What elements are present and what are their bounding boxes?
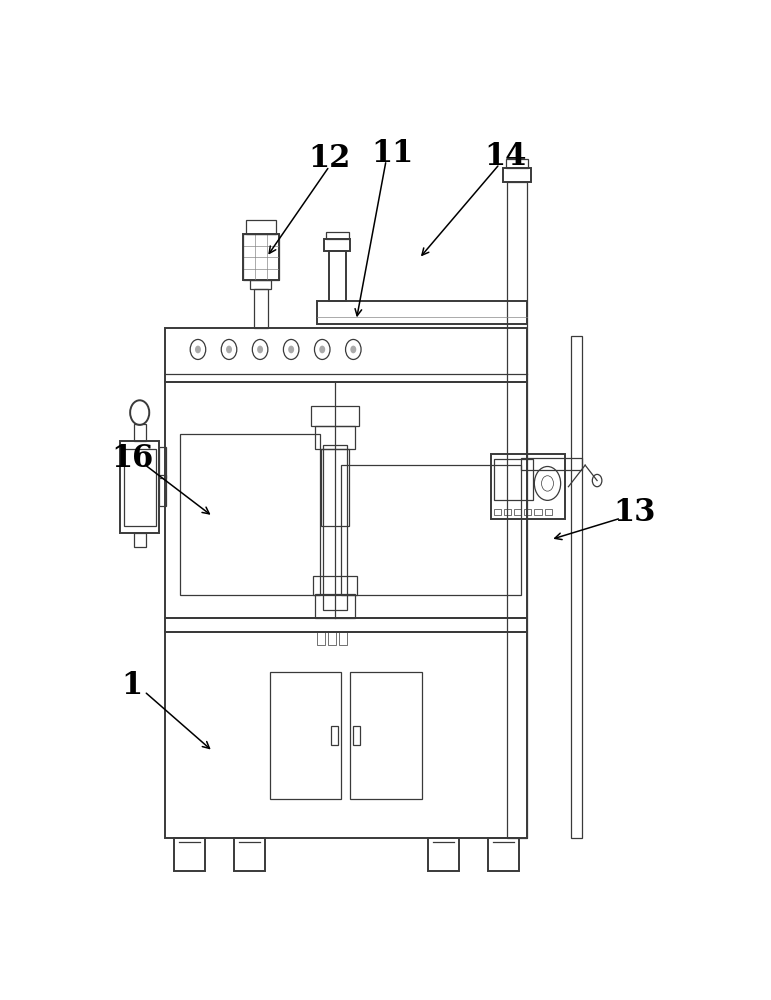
Text: 11: 11 xyxy=(371,138,413,169)
Bar xyxy=(323,445,347,610)
Bar xyxy=(493,459,533,500)
Bar xyxy=(353,726,361,745)
Bar xyxy=(326,232,348,239)
Bar xyxy=(159,447,167,478)
Bar xyxy=(534,509,541,515)
Bar xyxy=(490,454,565,519)
Bar xyxy=(165,618,527,632)
Bar xyxy=(234,838,265,871)
Bar xyxy=(124,449,156,526)
Text: 14: 14 xyxy=(484,141,527,172)
Bar xyxy=(324,239,350,251)
Text: 1: 1 xyxy=(122,670,143,701)
Circle shape xyxy=(319,346,325,353)
Bar xyxy=(328,631,336,645)
Bar xyxy=(311,406,359,426)
Bar xyxy=(165,632,527,838)
Bar xyxy=(488,838,519,871)
Bar xyxy=(317,631,325,645)
Bar xyxy=(313,576,357,595)
Circle shape xyxy=(350,346,356,353)
Bar xyxy=(270,672,342,799)
Text: 12: 12 xyxy=(308,143,351,174)
Bar xyxy=(133,533,146,547)
Bar xyxy=(246,220,276,234)
Bar xyxy=(520,458,582,470)
Bar xyxy=(514,509,521,515)
Bar xyxy=(321,449,349,526)
Bar xyxy=(338,631,347,645)
Circle shape xyxy=(226,346,232,353)
Circle shape xyxy=(195,346,201,353)
Bar xyxy=(180,434,320,595)
Bar xyxy=(544,509,552,515)
Bar xyxy=(165,328,527,382)
Bar xyxy=(243,234,278,280)
Bar xyxy=(133,424,146,441)
Bar xyxy=(317,301,527,324)
Bar xyxy=(428,838,459,871)
Bar xyxy=(571,336,582,838)
Text: 16: 16 xyxy=(111,443,153,474)
Bar xyxy=(254,289,268,328)
Bar xyxy=(503,168,531,182)
Bar xyxy=(165,382,527,618)
Bar xyxy=(506,158,528,168)
Bar xyxy=(315,594,355,618)
Bar xyxy=(120,441,159,533)
Bar xyxy=(332,726,338,745)
Bar xyxy=(504,509,511,515)
Text: 13: 13 xyxy=(613,497,655,528)
Bar xyxy=(174,838,205,871)
Bar xyxy=(315,426,355,449)
Bar xyxy=(250,280,271,289)
Bar xyxy=(159,475,167,506)
Bar xyxy=(350,672,422,799)
Circle shape xyxy=(257,346,263,353)
Bar xyxy=(493,509,501,515)
Bar xyxy=(243,234,278,280)
Bar xyxy=(329,251,345,301)
Circle shape xyxy=(288,346,295,353)
Bar xyxy=(507,182,527,838)
Bar xyxy=(341,465,520,595)
Bar xyxy=(524,509,531,515)
